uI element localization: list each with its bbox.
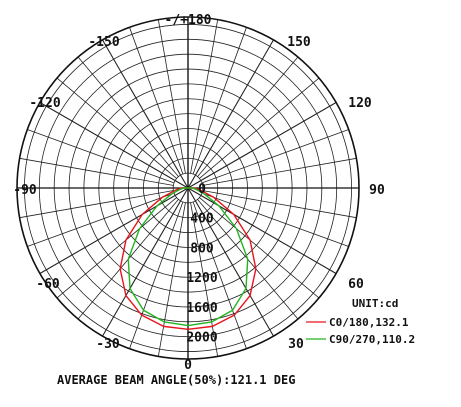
angle-label: -60	[36, 277, 60, 292]
grid-spoke	[187, 39, 274, 189]
grid-spoke	[56, 197, 178, 299]
grid-spoke	[187, 102, 337, 189]
grid-spoke	[198, 197, 320, 299]
radial-tick-label: 2000	[186, 331, 217, 346]
series-layer	[119, 187, 257, 330]
grid-spoke	[77, 56, 179, 178]
grid-spoke	[129, 201, 184, 349]
grid-spoke	[187, 187, 274, 337]
legend: UNIT:cd C0/180,132.1 C90/270,110.2	[306, 297, 415, 346]
radial-tick-label: 400	[190, 212, 214, 227]
legend-label-c90: C90/270,110.2	[329, 333, 415, 346]
angle-label: 0	[184, 358, 192, 373]
angle-label: 60	[348, 277, 364, 292]
radial-tick-label: 0	[198, 182, 206, 197]
angle-label: 150	[287, 35, 311, 50]
grid-spoke	[56, 77, 178, 179]
grid-spoke	[190, 202, 219, 357]
grid-spoke	[19, 190, 174, 219]
grid-spoke	[19, 157, 174, 186]
angle-label: 90	[369, 183, 385, 198]
angle-label: 120	[348, 96, 372, 111]
grid-spoke	[39, 102, 189, 189]
angle-label: -30	[96, 337, 120, 352]
grid-spoke	[201, 129, 349, 184]
radial-tick-label: 1200	[186, 271, 217, 286]
grid-spoke	[202, 157, 357, 186]
grid-spoke	[157, 19, 186, 174]
angle-labels: -/+180 -150 150 -120 120 -90 90 -60 60 -30 30 0	[13, 13, 385, 373]
grid-spoke	[187, 187, 337, 274]
series-curve-0	[119, 187, 257, 330]
series-curve-1	[127, 187, 249, 327]
angle-label: 30	[288, 337, 304, 352]
radial-tick-label: 800	[190, 242, 214, 257]
angle-label: -90	[13, 183, 37, 198]
grid-spoke	[27, 192, 175, 247]
grid-spoke	[27, 129, 175, 184]
grid-spoke	[157, 202, 186, 357]
grid-spoke	[190, 19, 219, 174]
angle-label: -150	[88, 35, 119, 50]
polar-grid	[16, 16, 360, 360]
radial-tick-labels: 0 400 800 1200 1600 2000	[186, 182, 217, 346]
grid-spoke	[102, 187, 189, 337]
grid-spoke	[39, 187, 189, 274]
angle-label: -/+180	[165, 13, 212, 28]
unit-label: UNIT:cd	[352, 297, 398, 310]
grid-spoke	[197, 56, 299, 178]
grid-spoke	[192, 201, 247, 349]
beam-angle-footer: AVERAGE BEAM ANGLE(50%):121.1 DEG	[57, 373, 295, 387]
grid-spoke	[202, 190, 357, 219]
grid-spoke	[201, 192, 349, 247]
radial-tick-label: 1600	[186, 301, 217, 316]
grid-spoke	[129, 27, 184, 175]
angle-label: -120	[29, 96, 60, 111]
grid-spoke	[198, 77, 320, 179]
grid-spoke	[192, 27, 247, 175]
legend-label-c0: C0/180,132.1	[329, 316, 409, 329]
grid-spoke	[102, 39, 189, 189]
